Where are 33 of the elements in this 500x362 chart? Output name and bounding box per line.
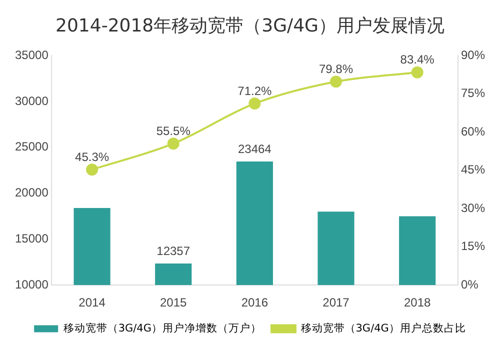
- y-tick-label: 30000: [14, 94, 49, 108]
- point: [248, 98, 261, 110]
- data-label: 79.8%: [318, 62, 354, 76]
- y-tick-label: 15000: [14, 232, 49, 246]
- data-label: 23464: [238, 142, 272, 156]
- y-tick-label: 10000: [14, 277, 49, 292]
- legend-label: 移动宽带（3G/4G）用户总数占比: [300, 321, 466, 334]
- y2-tick-label: 75%: [460, 86, 486, 100]
- data-label: 45.3%: [75, 150, 110, 164]
- y2-tick-label: 15%: [460, 239, 486, 254]
- y2-tick-label: 0%: [460, 277, 479, 292]
- data-label: 71.2%: [238, 84, 272, 98]
- x-tick-label: 2018: [404, 296, 431, 310]
- x-tick-label: 2017: [322, 296, 350, 310]
- y-tick-label: 35000: [14, 48, 49, 62]
- point: [86, 164, 98, 176]
- legend-label: 移动宽带（3G/4G）用户净增数（万户）: [63, 321, 262, 334]
- chart-title: 2014-2018年移动宽带（3G/4G）用户发展情况: [56, 15, 444, 36]
- point: [330, 76, 342, 88]
- data-label: 55.5%: [156, 124, 191, 138]
- x-tick-label: 2015: [160, 296, 188, 310]
- y2-tick-label: 30%: [460, 200, 486, 215]
- y-tick-label: 20000: [14, 186, 49, 200]
- data-label: 83.4%: [400, 52, 435, 67]
- point: [411, 66, 424, 78]
- x-tick-label: 2014: [78, 296, 106, 310]
- point: [167, 138, 180, 150]
- y2-tick-label: 60%: [460, 124, 486, 138]
- y2-tick-label: 90%: [460, 48, 486, 62]
- x-tick-label: 2016: [241, 296, 268, 310]
- y-tick-label: 25000: [14, 140, 49, 154]
- data-label: 12357: [156, 244, 190, 258]
- y2-tick-label: 45%: [460, 162, 486, 177]
